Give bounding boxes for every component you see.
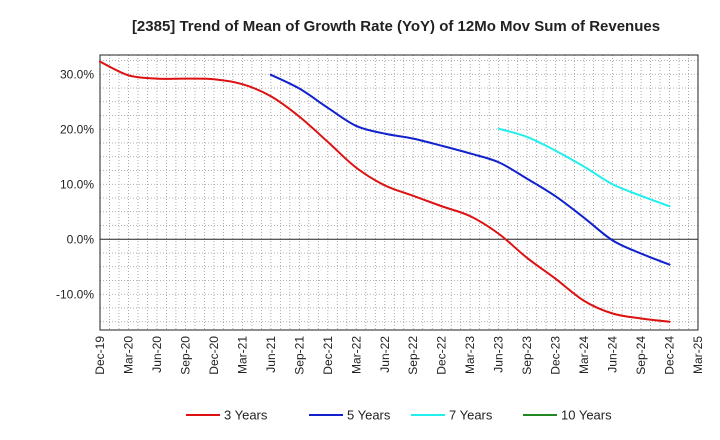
x-tick-label: Jun-21 [264,336,278,373]
x-tick-label: Dec-22 [435,336,449,375]
legend-label-7-years: 7 Years [449,408,493,423]
legend: 3 Years 5 Years 7 Years 10 Years [186,408,612,423]
x-tick-label: Mar-21 [235,336,249,374]
x-axis-ticks: Dec-19 Mar-20 Jun-20 Sep-20 Dec-20 Mar-21 Jun-… [93,336,705,375]
series-line-5-years [269,73,671,266]
vertical-gridlines [109,55,689,330]
x-tick-label: Sep-24 [634,336,648,375]
y-tick-label: 20.0% [60,122,94,136]
y-tick-label: 0.0% [67,232,95,246]
series-lines [99,60,671,323]
x-tick-label: Jun-22 [378,336,392,373]
x-tick-label: Jun-20 [150,336,164,373]
y-axis-ticks: 30.0% 20.0% 10.0% 0.0% -10.0% [56,67,94,301]
legend-label-3-years: 3 Years [224,408,268,423]
x-tick-label: Mar-20 [121,336,135,374]
x-tick-label: Dec-20 [207,336,221,375]
x-tick-label: Jun-24 [606,336,620,373]
legend-label-10-years: 10 Years [561,408,612,423]
x-tick-label: Dec-24 [663,336,677,375]
x-tick-label: Mar-24 [577,336,591,374]
x-tick-label: Sep-21 [292,336,306,375]
x-tick-label: Mar-23 [463,336,477,374]
x-tick-label: Dec-23 [549,336,563,375]
plot-frame [99,54,699,331]
y-tick-label: 30.0% [60,67,94,81]
chart-title: [2385] Trend of Mean of Growth Rate (YoY… [132,18,660,35]
series-line-3-years [99,60,671,323]
x-tick-label: Sep-22 [406,336,420,375]
x-tick-label: Dec-19 [93,336,107,375]
legend-label-5-years: 5 Years [347,408,391,423]
x-tick-label: Mar-25 [691,336,705,374]
x-tick-label: Sep-23 [520,336,534,375]
x-tick-label: Jun-23 [492,336,506,373]
series-line-7-years [497,127,671,208]
plot-area [100,55,698,330]
x-tick-label: Dec-21 [321,336,335,375]
x-tick-label: Sep-20 [178,336,192,375]
y-tick-label: 10.0% [60,177,94,191]
y-tick-label: -10.0% [56,287,94,301]
x-tick-label: Mar-22 [349,336,363,374]
